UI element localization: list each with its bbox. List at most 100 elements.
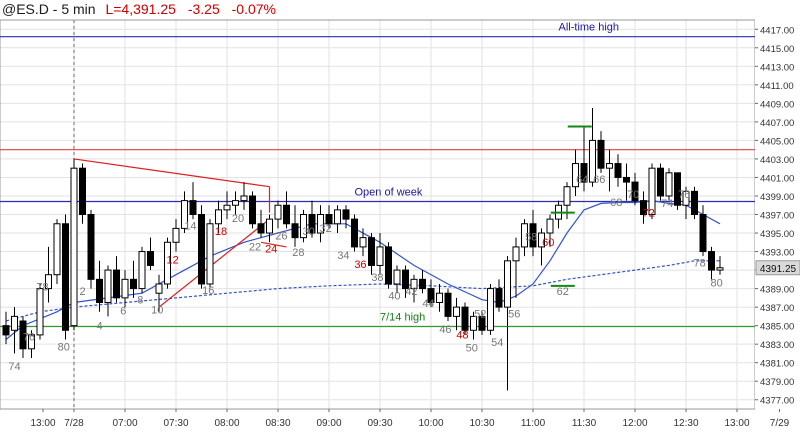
candle-bull [453, 306, 460, 317]
y-tick-label: 4387.00 [760, 303, 794, 314]
x-tick-label: 08:30 [265, 418, 290, 429]
candle-bull [232, 200, 239, 206]
candle-bear [597, 139, 605, 169]
candle-bull [266, 218, 273, 234]
candle-bull [215, 209, 222, 225]
x-tick-label: 13:00 [724, 418, 749, 429]
x-tick-label: 12:30 [673, 418, 698, 429]
candle-bull [682, 190, 690, 206]
y-tick-label: 4395.00 [760, 229, 794, 240]
bar-count-label: 74 [661, 198, 673, 210]
candle-bear [249, 195, 256, 225]
candle-bear [342, 209, 350, 220]
level-label: Open of week [355, 187, 423, 199]
y-tick-label: 4379.00 [760, 377, 794, 388]
bar-count-label: 8 [137, 294, 143, 306]
bar-count-label: 68 [610, 197, 622, 209]
bar-count-label: 34 [337, 250, 349, 262]
x-tick-label: 11:00 [521, 418, 546, 429]
bar-count-label: 36 [354, 259, 366, 271]
candle-bull [181, 200, 188, 229]
trend-line [73, 158, 270, 188]
bar-count-label: 2 [79, 286, 85, 298]
x-tick-label: 7/29 [770, 418, 790, 429]
x-tick-label: 10:30 [469, 418, 494, 429]
x-tick-label: 09:00 [316, 418, 341, 429]
candle-bear [614, 163, 622, 178]
bar-count-label: 80 [710, 278, 722, 290]
candle-bull [665, 172, 673, 197]
x-tick-label: 07:30 [163, 418, 188, 429]
candle-bear [96, 278, 103, 303]
candle-bear [79, 167, 86, 215]
candle-bull [274, 204, 282, 220]
y-tick-label: 4389.00 [760, 285, 794, 296]
bar-count-label: 78 [693, 257, 705, 269]
candle-bear [291, 223, 299, 239]
bar-count-label: 62 [557, 286, 569, 298]
candle-bull [240, 195, 248, 202]
candle-bear [130, 278, 137, 290]
candle-bull [410, 278, 418, 290]
y-tick-label: 4381.00 [760, 359, 794, 370]
candle-bull [28, 334, 35, 350]
bar-count-label: 52 [474, 308, 486, 320]
markers [550, 125, 592, 287]
candle-bull [512, 246, 520, 262]
y-tick-label: 4405.00 [760, 136, 794, 147]
candle-bull [359, 237, 367, 248]
candle-bear [257, 223, 265, 234]
candle-bear [708, 251, 715, 271]
candle-bear [189, 200, 197, 216]
change-value: -3.25 [187, 1, 220, 17]
bar-count-label: 22 [249, 242, 261, 254]
bar-count-label: 48 [456, 330, 468, 342]
candle-bear [691, 190, 698, 216]
x-tick-label: 11:30 [572, 418, 597, 429]
y-tick-label: 4417.00 [760, 25, 794, 36]
candle-bull [36, 288, 44, 336]
candle-bull [334, 209, 341, 225]
candle-bear [19, 320, 27, 350]
candle-bull [470, 315, 477, 331]
candle-bear [699, 214, 707, 253]
bar-count-label: 76 [678, 189, 690, 201]
bar-count-label: 26 [275, 231, 287, 243]
candle-bear [674, 172, 681, 206]
candle-bull [572, 163, 579, 188]
candle-bull [648, 167, 656, 215]
candle-bear [657, 167, 664, 197]
grid [0, 19, 780, 410]
y-tick-label: 4407.00 [760, 118, 794, 129]
ma-line-solid [5, 199, 721, 340]
bar-count-label: 30 [302, 226, 314, 238]
bar-count-label: 58 [525, 231, 537, 243]
candle-bear [640, 200, 647, 216]
bar-count-label: 10 [151, 305, 163, 317]
bar-count-label: 56 [508, 308, 520, 320]
bar-count-label: 74 [8, 361, 20, 373]
candle-bear [87, 214, 95, 280]
candle-bull [317, 214, 324, 234]
candles [2, 107, 724, 391]
candle-bull [538, 232, 545, 248]
bar-count-label: 60 [542, 237, 554, 249]
bar-count-label: 76 [23, 331, 35, 343]
bar-count-label: 78 [36, 281, 48, 293]
y-tick-label: 4401.00 [760, 173, 794, 184]
bar-count-label: 70 [627, 189, 639, 201]
y-tick-label: 4409.00 [760, 99, 794, 110]
candle-bull [521, 223, 528, 248]
candle-bear [283, 204, 290, 225]
x-tick-label: 07:00 [112, 418, 137, 429]
bar-count-label: 6 [120, 306, 126, 318]
candle-bull [589, 139, 596, 183]
candle-bear [351, 218, 358, 248]
y-tick-label: 4383.00 [760, 340, 794, 351]
x-tick-label: 08:00 [214, 418, 239, 429]
candle-bear [495, 288, 503, 308]
candle-bear [461, 306, 469, 331]
candle-bear [402, 269, 409, 290]
